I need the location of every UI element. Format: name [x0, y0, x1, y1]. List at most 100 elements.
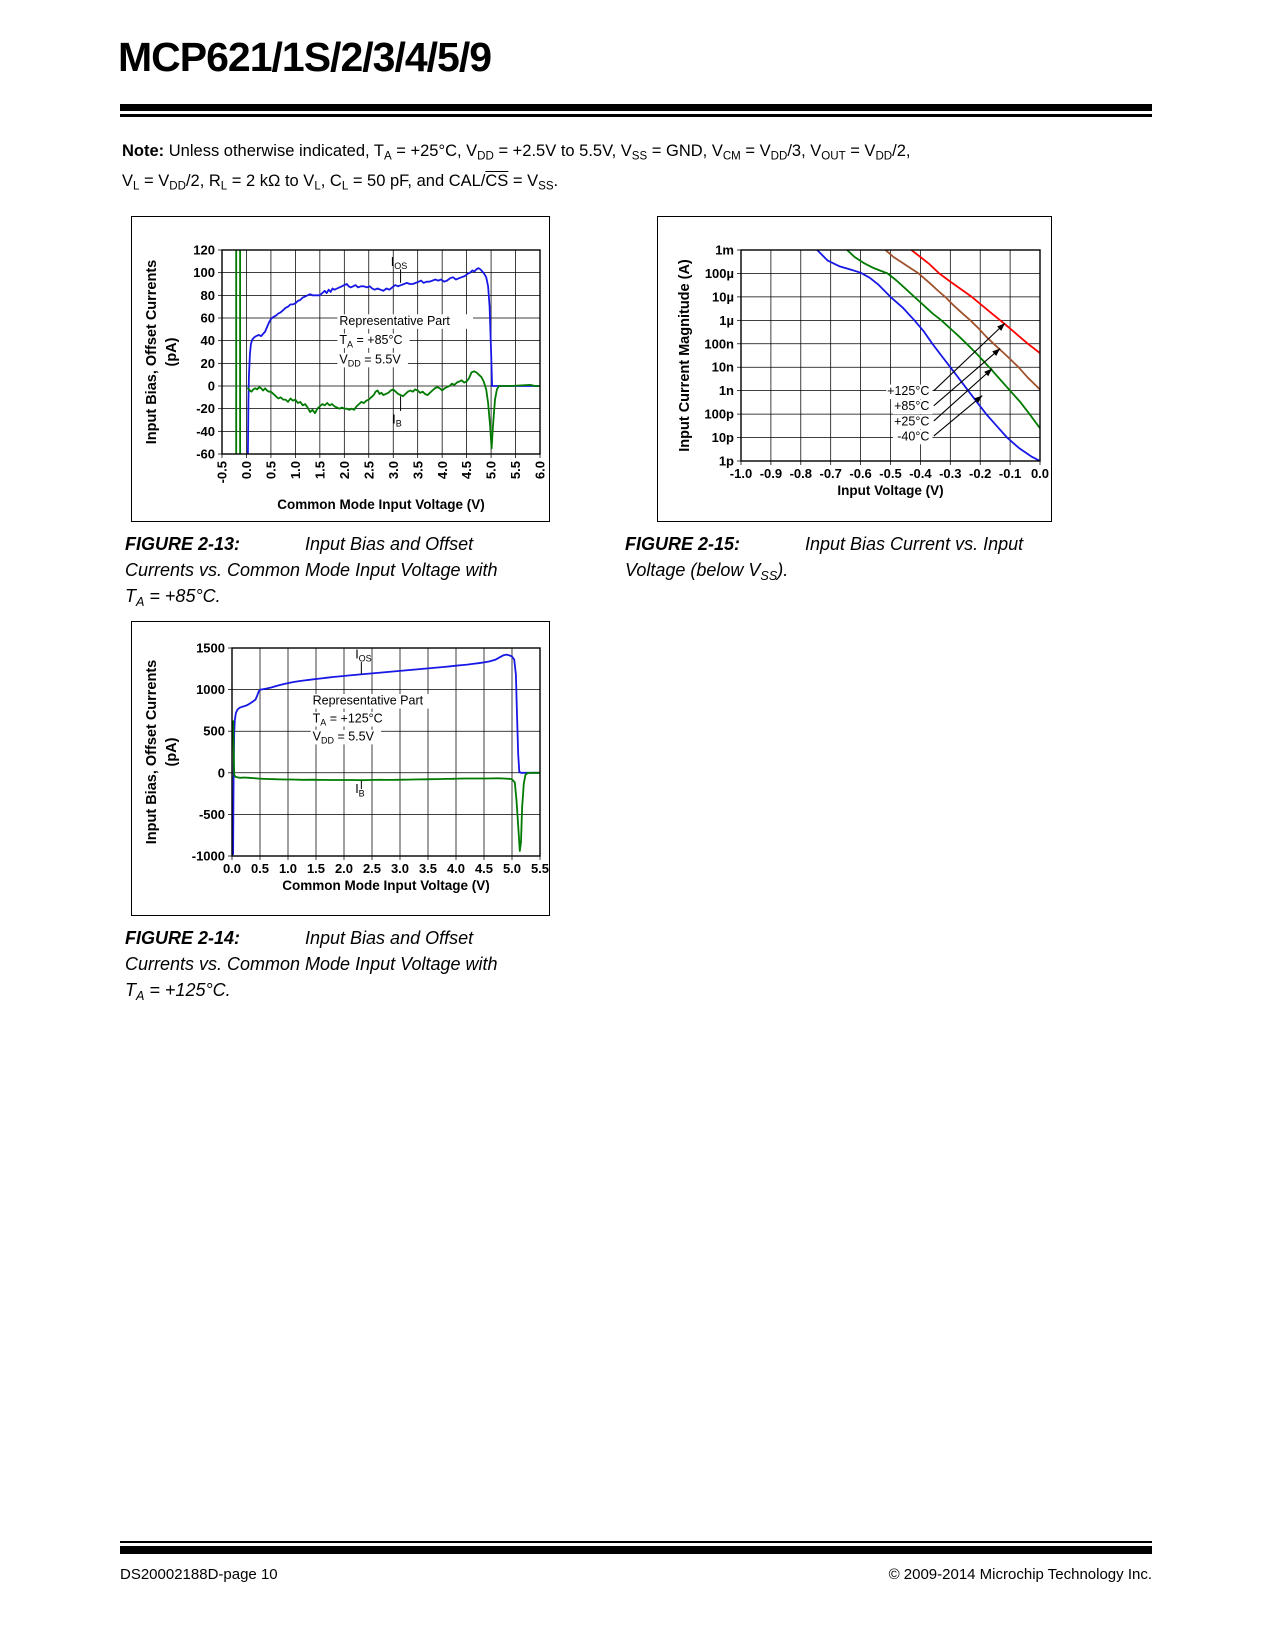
- legend-arrowhead: [974, 395, 983, 404]
- y-tick-label: 100p: [704, 407, 734, 422]
- figure-2-13-box: Representative Part TA = +85°C VDD = 5.5V I…: [131, 216, 550, 522]
- y-tick-label: 1000: [196, 682, 225, 697]
- x-tick-label: 3.5: [419, 861, 437, 876]
- label-bg: [310, 729, 382, 745]
- series-group: [235, 250, 540, 454]
- x-tick-label: 0.5: [251, 861, 269, 876]
- header-rule-thick: [120, 104, 1152, 111]
- y-tick-label: 10µ: [712, 289, 734, 304]
- figure-2-13-caption-text: Input Bias and Offset Currents vs. Common…: [125, 534, 498, 609]
- x-tick-label: -0.9: [760, 466, 782, 481]
- y-tick-label: -40: [196, 424, 215, 439]
- annotations: +125°C+85°C+25°C-40°C: [886, 384, 933, 445]
- y-tick-label: 80: [201, 288, 215, 303]
- chart-annotation: Representative Part: [313, 694, 424, 708]
- x-tick-label: 0.0: [1031, 466, 1049, 481]
- x-tick-label: 4.0: [435, 461, 450, 479]
- chart-annotation: +25°C: [894, 414, 929, 428]
- figure-2-13-chart: Representative Part TA = +85°C VDD = 5.5V I…: [144, 243, 548, 513]
- x-tick-label: 5.5: [508, 461, 523, 479]
- x-tick-label: 1.5: [307, 861, 325, 876]
- x-tick-label: 5.0: [484, 461, 499, 479]
- series-IB: [247, 370, 540, 450]
- y-tick-label: 100: [193, 265, 215, 280]
- figure-2-14-box: Representative Part TA = +125°C VDD = 5.5V…: [131, 621, 550, 916]
- x-axis-title: Common Mode Input Voltage (V): [277, 497, 484, 512]
- figure-2-15-box: +125°C +85°C +25°C -40°C -1.0 -0.9 -0.8 -0.7 -0.…: [657, 216, 1052, 522]
- figure-2-15-chart: +125°C+85°C+25°C-40°C -1.0 -0.9 -0.8 -0.7 -0.…: [677, 243, 1049, 499]
- y-tick-label: 60: [201, 311, 215, 326]
- chart-annotation: IB: [355, 782, 365, 798]
- x-tick-label: 5.5: [531, 861, 549, 876]
- x-tick-label: 3.0: [386, 461, 401, 479]
- legend-arrowhead: [992, 348, 1001, 356]
- x-tick-label: 2.0: [337, 461, 352, 479]
- note-line-1: Note: Unless otherwise indicated, TA = +…: [122, 142, 911, 163]
- series-+85C: [884, 250, 1040, 391]
- grid: [737, 249, 1041, 465]
- footer-doc-number: DS20002188D-page 10: [120, 1566, 278, 1583]
- x-tick-label: -0.1: [999, 466, 1021, 481]
- series--40C: [816, 250, 1040, 461]
- footer: DS20002188D-page 10 © 2009-2014 Microchi…: [120, 1566, 1152, 1583]
- figure-2-13-caption: FIGURE 2-13: Input Bias and Offset Current…: [125, 531, 549, 609]
- y-axis-title: Input Bias, Offset Currents: [144, 260, 160, 445]
- x-tick-label: 2.0: [335, 861, 353, 876]
- y-tick-label: -60: [196, 447, 215, 462]
- figure-2-14-caption: FIGURE 2-14: Input Bias and Offset Current…: [125, 925, 549, 1003]
- y-tick-label: 0: [218, 765, 225, 780]
- header-rule-thin: [120, 114, 1152, 117]
- figure-2-15-caption-label: FIGURE 2-15:: [625, 534, 741, 554]
- x-tick-label: 6.0: [533, 461, 548, 479]
- x-tick-label: 5.0: [503, 861, 521, 876]
- series-IB: [232, 720, 540, 852]
- x-tick-label: -0.2: [969, 466, 991, 481]
- chart-annotation: TA = +125°C: [313, 711, 383, 727]
- y-tick-label: 120: [193, 243, 215, 258]
- legend-arrow: [933, 395, 983, 437]
- y-tick-label: 1µ: [719, 313, 734, 328]
- figure-2-14-chart: Representative Part TA = +125°C VDD = 5.5V…: [144, 641, 549, 894]
- x-tick-label: -0.5: [215, 461, 230, 483]
- label-bg: [337, 333, 410, 349]
- note-line-2: VL = VDD/2, RL = 2 kΩ to VL, CL = 50 pF,…: [122, 172, 559, 193]
- x-axis-title: Common Mode Input Voltage (V): [282, 878, 489, 893]
- y-tick-label: -20: [196, 401, 215, 416]
- plot-border: [740, 249, 1041, 462]
- x-tick-label: -0.4: [909, 466, 932, 481]
- chart-annotation: IOS: [355, 647, 372, 663]
- y-tick-label: 500: [203, 724, 225, 739]
- y-tick-label: 1p: [719, 454, 734, 469]
- page-title: MCP621/1S/2/3/4/5/9: [118, 34, 492, 80]
- label-bg: [310, 694, 447, 709]
- x-tick-label: -0.3: [939, 466, 961, 481]
- axis-labels: 0.0 0.5 1.0 1.5 2.0 2.5 3.0 3.5 4.0 4.5 5.0 5.5 -100…: [144, 641, 549, 894]
- x-tick-label: -0.5: [879, 466, 901, 481]
- y-tick-label: 1500: [196, 641, 225, 656]
- y-tick-label: 10n: [712, 360, 734, 375]
- legend-arrow: [933, 368, 993, 422]
- y-tick-label: -1000: [192, 849, 225, 864]
- series-group: [816, 250, 1040, 461]
- figure-2-15-caption-text: Input Bias Current vs. Input Voltage (bel…: [625, 534, 1024, 583]
- series-+25C: [846, 250, 1040, 430]
- chart-annotation: IB: [392, 412, 402, 428]
- chart-annotation: VDD = 5.5V: [339, 352, 401, 368]
- y-tick-label: 40: [201, 333, 215, 348]
- y-tick-label: 100n: [704, 336, 734, 351]
- chart-annotation: Representative Part: [339, 314, 450, 328]
- y-axis-title: (pA): [164, 737, 180, 766]
- x-tick-label: 4.5: [475, 861, 493, 876]
- y-tick-label: 10p: [712, 430, 734, 445]
- footer-rule-thick: [120, 1546, 1152, 1554]
- y-axis-title: (pA): [164, 337, 180, 366]
- label-bg: [886, 384, 933, 400]
- legend-arrowhead: [997, 323, 1006, 331]
- x-tick-label: -0.8: [790, 466, 812, 481]
- x-tick-label: 0.0: [239, 461, 254, 479]
- plot-border: [231, 647, 541, 857]
- x-tick-label: 2.5: [363, 861, 381, 876]
- series-IOS: [247, 267, 540, 454]
- footer-copyright: © 2009-2014 Microchip Technology Inc.: [888, 1566, 1152, 1583]
